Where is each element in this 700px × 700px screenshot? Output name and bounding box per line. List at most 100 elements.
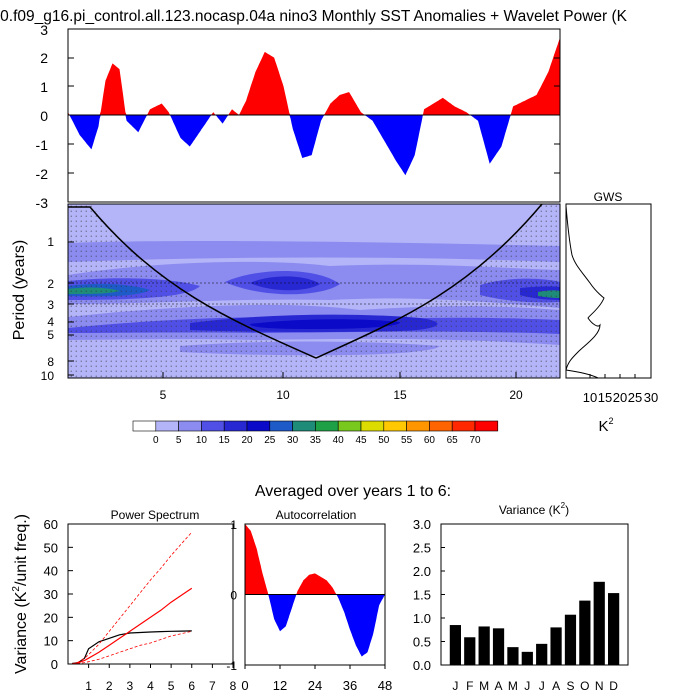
power-spectrum-xtick: 2 <box>106 679 113 693</box>
variance-bar <box>536 643 548 665</box>
wavelet-ylabel: Period (years) <box>11 240 28 340</box>
figure-title: b.e50.f09_g16.pi_control.all.123.nocasp.… <box>0 8 628 25</box>
colorbar-box <box>383 420 407 432</box>
monthly-variance-xtick: M <box>508 679 518 693</box>
wavelet-ytick: 1 <box>47 235 54 249</box>
colorbar-box <box>292 420 316 432</box>
sst-positive-area <box>68 37 560 115</box>
monthly-variance-xtick: D <box>609 679 618 693</box>
sst-ytick: -1 <box>36 137 49 153</box>
wavelet-xtick: 10 <box>276 388 290 402</box>
monthly-variance-xtick: M <box>479 679 489 693</box>
gws-title: GWS <box>594 190 623 204</box>
sst-ytick: 0 <box>40 108 48 124</box>
wavelet-ytick: 8 <box>47 355 54 369</box>
power-spectrum-ytick: 40 <box>44 564 58 579</box>
colorbar-label: 5 <box>176 435 182 446</box>
wavelet-significance-hatching <box>68 204 560 378</box>
colorbar-label: 50 <box>378 435 390 446</box>
autocorrelation-xtick: 12 <box>273 678 287 693</box>
power-spectrum-line <box>71 531 193 665</box>
variance-bar <box>449 625 461 665</box>
sst-negative-area <box>68 115 560 176</box>
power-spectrum-xtick: 4 <box>147 679 154 693</box>
colorbar-box <box>474 420 499 432</box>
variance-bar <box>521 651 533 665</box>
power-spectrum-xtick: 5 <box>168 679 175 693</box>
colorbar-label: 40 <box>333 435 345 446</box>
gws-panel: GWS 10 15 20 25 30 K2 <box>565 190 658 435</box>
colorbar-label: 35 <box>310 435 322 446</box>
wavelet-ytick: 2 <box>47 277 54 291</box>
power-spectrum-line <box>72 630 192 665</box>
variance-bar <box>507 647 519 665</box>
monthly-variance-xtick: N <box>595 679 604 693</box>
power-spectrum-ytick: 60 <box>44 517 58 532</box>
variance-bar <box>579 600 591 665</box>
monthly-variance-title: Variance (K2) <box>499 501 569 517</box>
autocorrelation-xtick: 0 <box>241 678 248 693</box>
wavelet-yticks: 1 2 3 4 5 8 10 <box>41 235 74 383</box>
colorbar-label: 65 <box>447 435 459 446</box>
sst-yticks: 3 2 1 0 -1 -2 -3 <box>36 22 560 211</box>
power-spectrum-xtick: 6 <box>188 679 195 693</box>
averaged-subtitle: Averaged over years 1 to 6: <box>255 483 451 500</box>
power-spectrum-xtick: 3 <box>127 679 134 693</box>
variance-bar <box>464 637 476 665</box>
colorbar-box <box>155 420 179 432</box>
autocorrelation-positive-area <box>245 524 385 595</box>
colorbar-label: 60 <box>424 435 436 446</box>
sst-ytick: -3 <box>36 195 49 211</box>
colorbar-box <box>337 420 362 432</box>
wavelet-ytick: 3 <box>47 298 54 312</box>
colorbar-box <box>315 420 339 432</box>
monthly-variance-ytick: 1.5 <box>413 588 431 603</box>
colorbar: 0 5 10 15 20 25 30 35 40 45 50 55 60 65 70 <box>132 420 499 446</box>
monthly-variance-xtick: J <box>452 679 458 693</box>
monthly-variance-xtick: S <box>566 679 574 693</box>
monthly-variance-xtick: F <box>466 679 473 693</box>
gws-xtick: 15 <box>598 390 612 405</box>
power-spectrum-line <box>72 630 192 665</box>
wavelet-frame <box>67 203 561 379</box>
power-spectrum-ylabel: Variance (K2/unit freq.) <box>11 514 30 674</box>
monthly-variance-ytick: 2.0 <box>413 564 431 579</box>
cone-of-influence <box>68 203 543 359</box>
monthly-variance-ytick: 0.5 <box>413 635 431 650</box>
colorbar-box <box>132 420 157 432</box>
colorbar-box <box>178 420 202 432</box>
colorbar-box <box>429 420 453 432</box>
monthly-variance-ytick: 0.0 <box>413 658 431 673</box>
autocorrelation-title: Autocorrelation <box>276 508 357 522</box>
power-spectrum-ytick: 10 <box>44 634 58 649</box>
power-spectrum-ytick: 0 <box>51 657 58 672</box>
power-spectrum-ytick: 30 <box>44 587 58 602</box>
colorbar-label: 10 <box>196 435 208 446</box>
power-spectrum-title: Power Spectrum <box>111 508 200 522</box>
colorbar-box <box>246 420 271 432</box>
variance-bar <box>492 628 505 665</box>
colorbar-box <box>269 420 293 432</box>
colorbar-box <box>201 420 225 432</box>
monthly-variance-xtick: O <box>580 679 589 693</box>
power-spectrum-ytick: 50 <box>44 540 58 555</box>
colorbar-label: 25 <box>264 435 276 446</box>
wavelet-xtick: 5 <box>160 388 167 402</box>
autocorrelation-ytick: 0 <box>230 589 237 603</box>
power-spectrum-xtick: 1 <box>85 679 92 693</box>
monthly-variance-ytick: 2.5 <box>413 541 431 556</box>
monthly-variance-xtick: A <box>552 679 560 693</box>
gws-xlabel: K2 <box>598 416 613 435</box>
sst-ytick: 2 <box>40 50 48 66</box>
power-spectrum-ytick: 20 <box>44 610 58 625</box>
autocorrelation-ytick: 1 <box>230 518 237 532</box>
autocorrelation-negative-area <box>245 594 385 657</box>
gws-line <box>565 205 605 379</box>
wavelet-xticks: 5 10 15 20 <box>160 372 523 402</box>
variance-bar <box>564 614 577 665</box>
wavelet-xtick: 15 <box>393 388 407 402</box>
colorbar-label: 15 <box>219 435 231 446</box>
autocorrelation-xtick: 36 <box>343 678 357 693</box>
